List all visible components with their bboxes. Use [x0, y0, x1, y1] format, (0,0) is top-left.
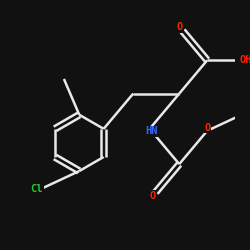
Text: O: O	[177, 22, 183, 32]
Text: O: O	[204, 123, 210, 133]
Text: Cl: Cl	[30, 184, 43, 194]
Text: O: O	[150, 191, 156, 201]
Text: HN: HN	[145, 126, 158, 136]
Text: OH: OH	[239, 55, 250, 65]
